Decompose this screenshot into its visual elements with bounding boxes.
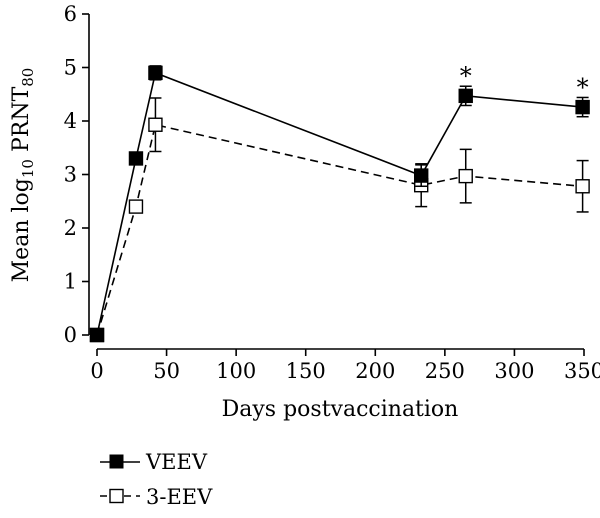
- y-axis-title-mid: PRNT: [9, 86, 34, 159]
- legend-entry-3eev: 3-EEV: [100, 485, 213, 509]
- series-line-3eev: [96, 123, 583, 336]
- data-point-veev: [89, 327, 105, 343]
- x-tick-label: 0: [90, 359, 103, 383]
- data-point-3eev: [128, 199, 144, 214]
- data-point-veev: [148, 65, 163, 81]
- series-veev: [89, 65, 590, 343]
- x-tick-label: 200: [355, 359, 395, 383]
- x-tick-label: 300: [494, 359, 534, 383]
- data-point-3eev: [575, 179, 590, 194]
- legend-marker-3eev: [109, 488, 124, 504]
- legend-entry-veev: VEEV: [100, 450, 208, 474]
- y-tick-label: 3: [64, 163, 77, 187]
- data-point-veev: [575, 99, 590, 115]
- x-tick-label: 100: [216, 359, 256, 383]
- series-line-veev: [96, 71, 583, 336]
- x-tick-label: 150: [286, 359, 326, 383]
- axes: 0 1 2 3 4 5 6 0 50 100 150 200 250 300 350: [64, 2, 600, 383]
- data-point-veev: [128, 151, 144, 166]
- y-tick-label: 5: [64, 56, 77, 80]
- data-point-3eev: [458, 168, 473, 184]
- y-axis-title-sub1: 10: [19, 159, 37, 178]
- y-tick-label: 4: [64, 109, 77, 133]
- legend-label-3eev: 3-EEV: [146, 485, 213, 509]
- y-tick-label: 6: [64, 2, 77, 26]
- series-3eev: [89, 97, 590, 343]
- legend: VEEV 3-EEV: [100, 450, 213, 509]
- significance-star: *: [460, 62, 472, 90]
- data-point-veev: [414, 168, 429, 183]
- x-axis-title: Days postvaccination: [222, 397, 459, 422]
- y-tick-label: 2: [64, 216, 77, 240]
- y-axis-title-sub2: 80: [19, 68, 37, 87]
- y-axis-title-prefix: Mean log: [9, 178, 34, 282]
- significance-star: *: [577, 73, 589, 101]
- y-axis-title: Mean log10 PRNT80: [9, 68, 37, 283]
- x-tick-label: 250: [425, 359, 465, 383]
- y-tick-label: 1: [64, 270, 77, 294]
- legend-marker-veev: [109, 454, 124, 469]
- data-point-veev: [458, 88, 473, 104]
- x-tick-label: 50: [153, 359, 180, 383]
- data-point-3eev: [148, 117, 163, 132]
- x-tick-label: 350: [564, 359, 600, 383]
- y-tick-label: 0: [64, 323, 77, 347]
- series-layer: [89, 65, 590, 343]
- annotation-layer: * *: [460, 62, 589, 101]
- legend-label-veev: VEEV: [145, 450, 208, 474]
